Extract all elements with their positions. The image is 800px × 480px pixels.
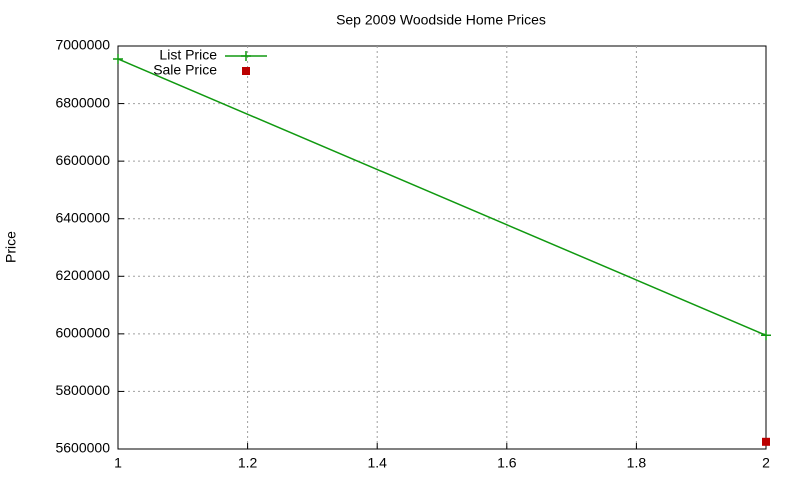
plot-frame	[117, 45, 767, 450]
legend-label: List Price	[159, 47, 217, 63]
point	[762, 437, 770, 446]
point	[113, 53, 123, 64]
y-tick-label: 6600000	[55, 152, 110, 168]
y-tick-label: 7000000	[55, 37, 110, 53]
y-tick-label: 5600000	[55, 440, 110, 456]
y-axis-label: Price	[3, 231, 19, 263]
series-line	[117, 58, 767, 336]
legend-marker	[242, 67, 250, 75]
y-tick-label: 5800000	[55, 382, 110, 398]
x-tick-label: 1.4	[367, 455, 387, 471]
y-tick-label: 6800000	[55, 94, 110, 110]
y-tick-label: 6000000	[55, 325, 110, 341]
x-tick-label: 2	[762, 455, 770, 471]
point	[761, 330, 771, 341]
y-tick-label: 6400000	[55, 209, 110, 225]
x-tick-label: 1.8	[627, 455, 647, 471]
legend-label: Sale Price	[153, 62, 217, 78]
x-tick-label: 1	[114, 455, 122, 471]
chart-title: Sep 2009 Woodside Home Prices	[336, 12, 546, 28]
y-tick-label: 6200000	[55, 267, 110, 283]
x-tick-label: 1.2	[238, 455, 258, 471]
x-tick-label: 1.6	[497, 455, 517, 471]
legend-marker	[241, 51, 251, 61]
